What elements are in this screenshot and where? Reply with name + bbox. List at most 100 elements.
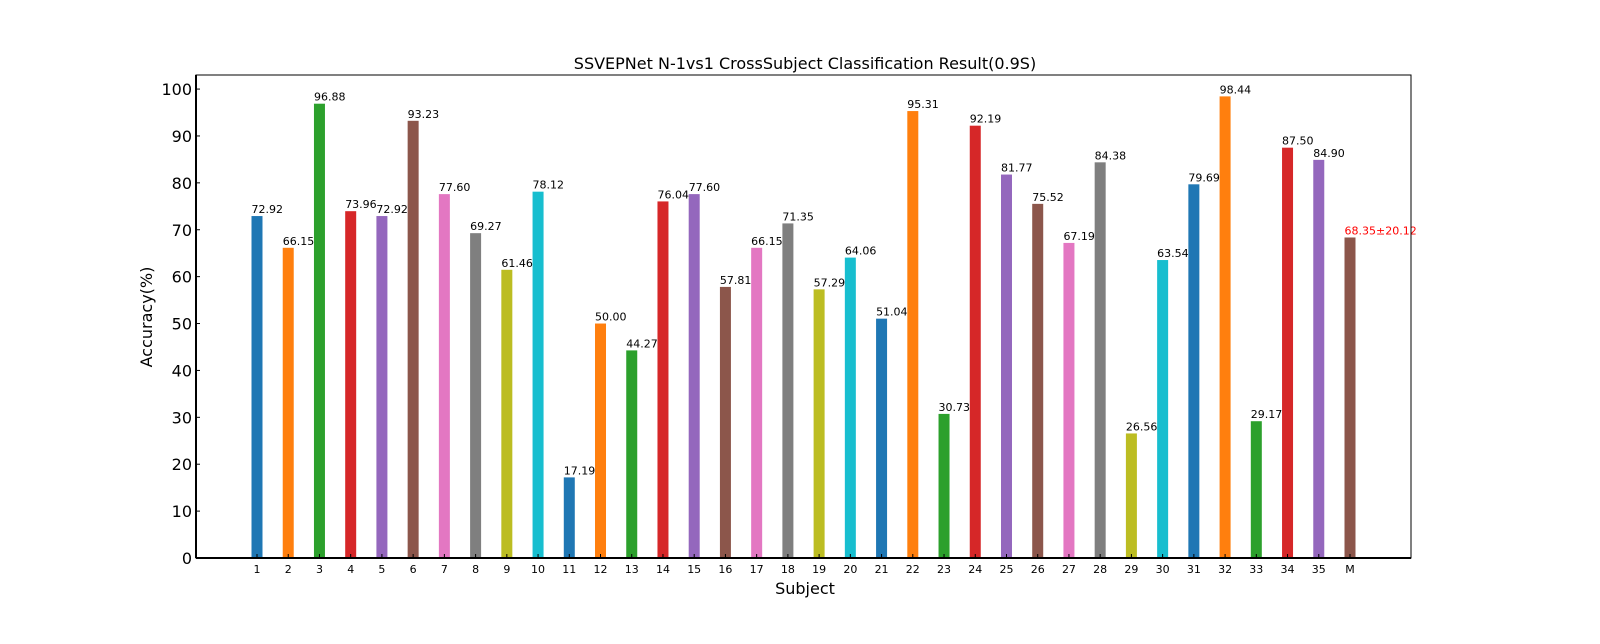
y-tick-label-100: 100 bbox=[161, 80, 192, 99]
bar-21 bbox=[876, 318, 888, 558]
y-tick-label-20: 20 bbox=[172, 455, 192, 474]
x-axis-ticks: 1 2 3 4 5 6 7 8 9 10 11 12 13 14 15 16 17 18 19 20 21 22 23 24 2… bbox=[254, 554, 1355, 576]
data-label-14: 76.04 bbox=[657, 188, 689, 201]
data-label-16: 57.81 bbox=[720, 274, 752, 287]
data-label-35: 84.90 bbox=[1313, 147, 1345, 160]
y-axis-label: Accuracy(%) bbox=[137, 267, 156, 368]
x-tick-label-24: 24 bbox=[968, 563, 982, 576]
bar-34 bbox=[1282, 147, 1294, 558]
bar-10 bbox=[532, 191, 544, 559]
x-tick-label-15: 15 bbox=[687, 563, 701, 576]
x-tick-label-22: 22 bbox=[906, 563, 920, 576]
data-label-6: 93.23 bbox=[408, 108, 440, 121]
y-tick-label-70: 70 bbox=[172, 221, 192, 240]
data-label-5: 72.92 bbox=[376, 203, 408, 216]
y-tick-label-30: 30 bbox=[172, 408, 192, 427]
bars-group bbox=[251, 96, 1356, 559]
bar-20 bbox=[844, 257, 856, 558]
data-label-24: 92.19 bbox=[970, 113, 1002, 126]
data-label-22: 95.31 bbox=[907, 98, 939, 111]
bar-25 bbox=[1000, 174, 1012, 559]
data-label-32: 98.44 bbox=[1220, 83, 1252, 96]
bar-11 bbox=[563, 477, 575, 558]
x-tick-label-1: 1 bbox=[254, 563, 261, 576]
x-tick-label-33: 33 bbox=[1249, 563, 1263, 576]
data-label-3: 96.88 bbox=[314, 91, 346, 104]
y-tick-label-50: 50 bbox=[172, 315, 192, 334]
bar-18 bbox=[782, 223, 794, 559]
bar-16 bbox=[719, 286, 731, 558]
x-tick-label-5: 5 bbox=[378, 563, 385, 576]
bar-9 bbox=[501, 269, 513, 558]
x-tick-label-13: 13 bbox=[625, 563, 639, 576]
bar-12 bbox=[595, 323, 607, 558]
y-tick-label-60: 60 bbox=[172, 268, 192, 287]
bar-23 bbox=[938, 413, 950, 558]
data-label-12: 50.00 bbox=[595, 311, 627, 324]
bar-24 bbox=[969, 125, 981, 558]
x-tick-label-21: 21 bbox=[875, 563, 889, 576]
y-tick-label-80: 80 bbox=[172, 174, 192, 193]
x-tick-label-34: 34 bbox=[1281, 563, 1295, 576]
bar-33 bbox=[1250, 421, 1262, 558]
x-tick-label-27: 27 bbox=[1062, 563, 1076, 576]
data-label-34: 87.50 bbox=[1282, 135, 1314, 148]
bar-7 bbox=[438, 194, 450, 559]
y-tick-label-0: 0 bbox=[182, 549, 192, 568]
x-axis-label: Subject bbox=[775, 579, 835, 598]
bar-5 bbox=[376, 216, 388, 559]
bar-3 bbox=[313, 103, 325, 558]
bar-6 bbox=[407, 120, 419, 558]
x-tick-label-29: 29 bbox=[1124, 563, 1138, 576]
bar-31 bbox=[1188, 184, 1200, 558]
bar-35 bbox=[1313, 159, 1325, 558]
data-label-29: 26.56 bbox=[1126, 420, 1158, 433]
x-tick-label-10: 10 bbox=[531, 563, 545, 576]
bar-30 bbox=[1157, 260, 1169, 558]
data-label-20: 64.06 bbox=[845, 245, 877, 258]
data-label-11: 17.19 bbox=[564, 464, 596, 477]
data-label-4: 73.96 bbox=[345, 198, 377, 211]
data-label-28: 84.38 bbox=[1095, 149, 1127, 162]
bar-14 bbox=[657, 201, 669, 559]
data-label-33: 29.17 bbox=[1251, 408, 1283, 421]
data-label-17: 66.15 bbox=[751, 235, 783, 248]
bar-19 bbox=[813, 289, 825, 558]
bar-8 bbox=[470, 233, 482, 559]
x-tick-label-11: 11 bbox=[562, 563, 576, 576]
x-tick-label-17: 17 bbox=[750, 563, 764, 576]
bar-17 bbox=[751, 247, 763, 559]
x-tick-label-7: 7 bbox=[441, 563, 448, 576]
x-tick-label-20: 20 bbox=[843, 563, 857, 576]
data-label-31: 79.69 bbox=[1188, 171, 1220, 184]
x-tick-label-31: 31 bbox=[1187, 563, 1201, 576]
x-tick-label-9: 9 bbox=[503, 563, 510, 576]
x-tick-label-2: 2 bbox=[285, 563, 292, 576]
x-tick-label-19: 19 bbox=[812, 563, 826, 576]
data-label-7: 77.60 bbox=[439, 181, 471, 194]
data-label-26: 75.52 bbox=[1032, 191, 1064, 204]
x-tick-label-8: 8 bbox=[472, 563, 479, 576]
x-tick-label-32: 32 bbox=[1218, 563, 1232, 576]
x-tick-label-18: 18 bbox=[781, 563, 795, 576]
x-tick-label-6: 6 bbox=[410, 563, 417, 576]
data-label-2: 66.15 bbox=[283, 235, 315, 248]
bar-27 bbox=[1063, 242, 1075, 559]
y-tick-label-40: 40 bbox=[172, 361, 192, 380]
bar-29 bbox=[1125, 433, 1137, 558]
data-label-1: 72.92 bbox=[252, 203, 284, 216]
x-tick-label-3: 3 bbox=[316, 563, 323, 576]
data-label-25: 81.77 bbox=[1001, 162, 1033, 175]
data-label-18: 71.35 bbox=[782, 210, 814, 223]
data-label-10: 78.12 bbox=[533, 179, 565, 192]
chart-title: SSVEPNet N-1vs1 CrossSubject Classificat… bbox=[574, 54, 1036, 73]
x-tick-label-16: 16 bbox=[718, 563, 732, 576]
y-tick-label-10: 10 bbox=[172, 502, 192, 521]
x-tick-label-14: 14 bbox=[656, 563, 670, 576]
bar-28 bbox=[1094, 162, 1106, 558]
data-label-M: 68.35±20.12 bbox=[1345, 224, 1417, 237]
x-tick-label-35: 35 bbox=[1312, 563, 1326, 576]
